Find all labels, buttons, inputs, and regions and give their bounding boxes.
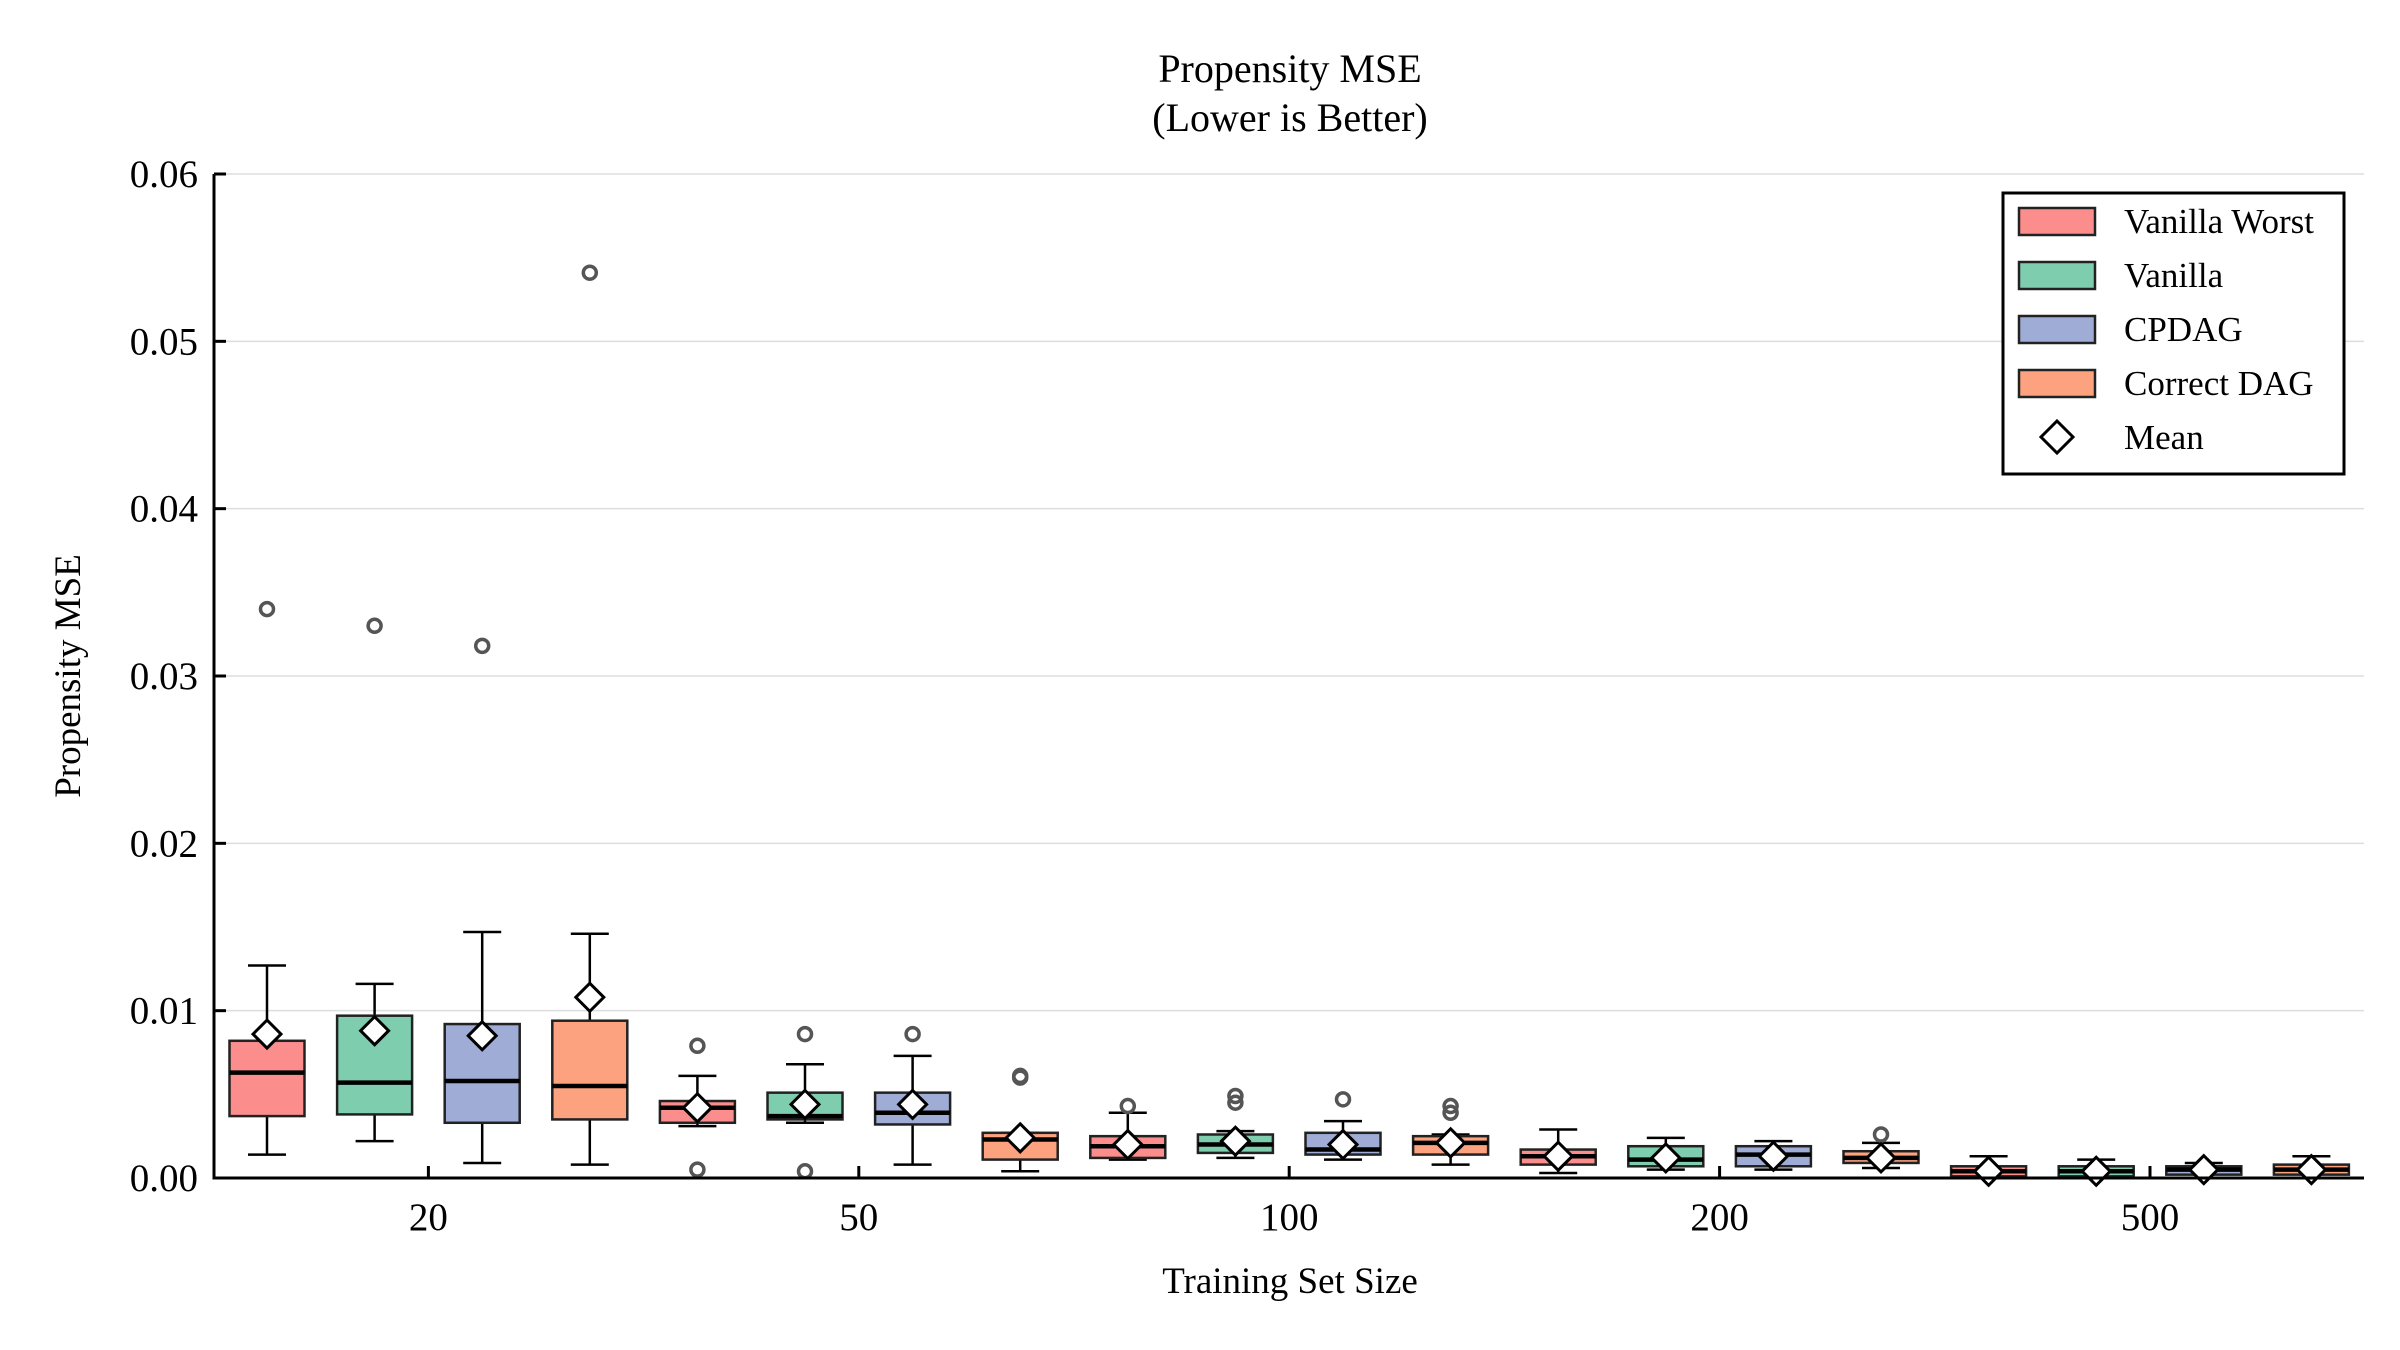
box-correct-dag-20 [551, 264, 629, 1166]
box-vanilla-200 [1627, 1136, 1705, 1175]
outlier-point [796, 1025, 814, 1043]
chart-title: Propensity MSE [1158, 46, 1421, 91]
box-vanilla-worst-200 [1519, 1128, 1597, 1175]
y-tick-label: 0.02 [130, 822, 198, 865]
legend-swatch [2017, 206, 2097, 237]
box-body [228, 1039, 306, 1118]
x-axis-label: Training Set Size [1162, 1261, 1418, 1302]
x-tick-label: 500 [2121, 1196, 2180, 1239]
outlier-point [1872, 1126, 1890, 1143]
box-cpdag-50 [873, 1025, 952, 1166]
outlier-point [689, 1161, 706, 1178]
legend-swatch [2017, 260, 2097, 291]
y-tick-label: 0.03 [130, 655, 198, 698]
mean-marker [466, 1019, 499, 1052]
legend-label: Vanilla [2124, 256, 2224, 295]
box-vanilla-100 [1196, 1087, 1275, 1160]
box-vanilla-worst-50 [658, 1037, 737, 1178]
outlier-point [1442, 1097, 1459, 1115]
box-vanilla-worst-100 [1089, 1097, 1167, 1161]
mean-marker [1542, 1140, 1575, 1173]
legend-mean-icon [2038, 418, 2076, 456]
box-vanilla-worst-20 [228, 600, 306, 1156]
legend: Vanilla Worst Vanilla CPDAG Correct DAG Mean [2001, 191, 2346, 476]
outlier-point [1227, 1094, 1244, 1111]
box-layer [228, 264, 2351, 1188]
y-tick-label: 0.06 [130, 153, 198, 196]
outlier-point [1119, 1097, 1137, 1115]
mean-marker [1004, 1121, 1037, 1154]
legend-swatch [2017, 314, 2097, 345]
legend-swatch [2017, 368, 2097, 399]
box-correct-dag-200 [1842, 1126, 1920, 1175]
x-tick-label: 100 [1260, 1196, 1319, 1239]
x-tick-label: 50 [839, 1196, 878, 1239]
mean-marker [1864, 1141, 1898, 1175]
box-correct-dag-50 [981, 1067, 1059, 1173]
outlier-point [1011, 1067, 1029, 1085]
legend-items: Vanilla Worst Vanilla CPDAG Correct DAG Mean [2017, 202, 2314, 457]
mean-marker [358, 1014, 391, 1047]
legend-label: CPDAG [2124, 310, 2243, 349]
mean-marker [681, 1091, 714, 1124]
y-tick-label: 0.04 [130, 488, 198, 531]
legend-label: Vanilla Worst [2124, 202, 2314, 241]
chart-subtitle: (Lower is Better) [1152, 95, 1427, 140]
box-cpdag-20 [443, 637, 521, 1165]
outlier-point [258, 600, 276, 618]
box-body [551, 1019, 629, 1121]
outlier-point [904, 1025, 921, 1043]
mean-marker [1326, 1128, 1360, 1161]
mean-marker [1111, 1128, 1144, 1161]
mean-marker [1219, 1125, 1252, 1158]
mean-marker [250, 1017, 284, 1051]
box-correct-dag-100 [1411, 1097, 1490, 1166]
mean-marker [1649, 1141, 1682, 1175]
mean-marker [573, 981, 606, 1014]
x-tick-label: 200 [1690, 1196, 1749, 1239]
box-vanilla-worst-500 [1949, 1154, 2028, 1188]
y-tick-label: 0.01 [130, 990, 198, 1033]
box-vanilla-500 [2057, 1155, 2135, 1188]
mean-marker [1757, 1140, 1790, 1173]
outlier-point [473, 637, 491, 655]
outlier-point [1334, 1091, 1352, 1108]
y-axis-label: Propensity MSE [48, 554, 89, 798]
mean-marker [896, 1088, 929, 1121]
grid-layer [214, 173, 2364, 1012]
outlier-point [796, 1163, 814, 1180]
box-cpdag-100 [1304, 1091, 1382, 1161]
mean-marker [2080, 1155, 2113, 1188]
box-vanilla-20 [335, 617, 414, 1143]
mean-marker [1434, 1126, 1467, 1159]
mean-marker [1972, 1155, 2005, 1188]
box-vanilla-50 [766, 1025, 844, 1180]
mean-marker [788, 1088, 822, 1121]
outlier-point [366, 617, 383, 635]
y-tick-label: 0.00 [130, 1157, 198, 1200]
outlier-point [1227, 1087, 1244, 1105]
outlier-point [689, 1037, 706, 1055]
tick-layer: 0.00 0.01 0.02 0.03 0.04 0.05 0.06 20 50 100 200 50… [130, 153, 2180, 1239]
outlier-point [1442, 1104, 1459, 1121]
x-tick-label: 20 [409, 1196, 448, 1239]
box-cpdag-200 [1734, 1139, 1813, 1173]
legend-label: Correct DAG [2124, 364, 2314, 403]
y-tick-label: 0.05 [130, 320, 198, 363]
outlier-point [581, 264, 599, 281]
legend-label-mean: Mean [2124, 418, 2204, 457]
